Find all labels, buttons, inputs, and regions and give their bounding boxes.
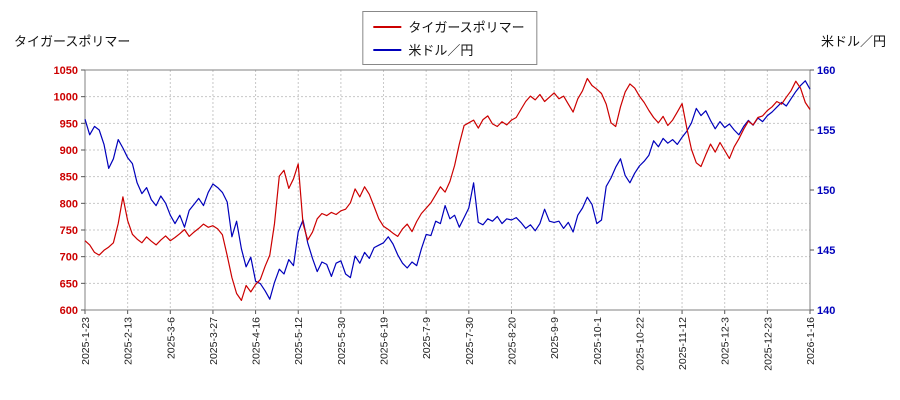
x-tick-label: 2025-7-30 — [464, 317, 476, 365]
left-axis-title: タイガースポリマー — [14, 34, 131, 49]
legend-item-fx: 米ドル／円 — [373, 40, 524, 59]
legend-label-price: タイガースポリマー — [408, 20, 525, 35]
right-axis-tick-label: 160 — [817, 65, 835, 77]
x-tick-label: 2025-1-23 — [80, 317, 92, 365]
x-tick-label: 2025-9-9 — [549, 317, 561, 359]
x-tick-label: 2025-3-27 — [208, 317, 220, 365]
legend-item-price: タイガースポリマー — [373, 17, 525, 36]
left-axis-tick-label: 950 — [60, 118, 78, 130]
right-axis-tick-label: 145 — [817, 245, 835, 257]
left-axis-tick-label: 900 — [60, 145, 78, 157]
left-axis-tick-label: 1000 — [54, 92, 78, 104]
chart-legend: タイガースポリマー 米ドル／円 — [362, 11, 538, 65]
x-tick-label: 2025-12-23 — [762, 317, 774, 371]
right-axis-tick-label: 140 — [817, 305, 835, 317]
plot-border — [84, 69, 811, 311]
left-axis-tick-label: 700 — [60, 252, 78, 264]
series-lines — [84, 77, 811, 301]
left-axis-tick-label: 650 — [60, 278, 78, 290]
series-line-fx — [84, 80, 811, 300]
x-tick-label: 2025-8-20 — [506, 317, 518, 365]
x-tick-label: 2025-6-19 — [379, 317, 391, 365]
right-axis-tick-label: 155 — [817, 125, 835, 137]
left-axis-tick-label: 800 — [60, 198, 78, 210]
x-tick-label: 2025-2-13 — [123, 317, 135, 365]
x-tick-label: 2025-5-30 — [336, 317, 348, 365]
red-line-sample-icon — [373, 25, 402, 28]
left-axis-tick-label: 850 — [60, 172, 78, 184]
x-tick-label: 2025-11-12 — [677, 317, 689, 370]
x-tick-label: 2025-7-9 — [421, 317, 433, 359]
left-axis-tick-label: 1050 — [54, 65, 78, 77]
right-axis-title: 米ドル／円 — [820, 34, 886, 49]
blue-line-sample-icon — [373, 48, 402, 51]
x-tick-label: 2025-10-1 — [592, 317, 604, 365]
axis-labels: 2025-1-23 2025-2-13 2025-3-6 2025-3-27 2025-… — [54, 65, 836, 371]
grid-lines — [84, 69, 811, 311]
x-tick-label: 2025-10-22 — [634, 317, 646, 371]
x-tick-label: 2025-5-12 — [293, 317, 305, 365]
series-line-price — [84, 77, 811, 301]
x-tick-label: 2026-1-16 — [805, 317, 817, 365]
legend-label-fx: 米ドル／円 — [408, 43, 474, 58]
x-tick-label: 2025-3-6 — [165, 317, 177, 359]
right-axis-tick-label: 150 — [817, 185, 835, 197]
x-tick-label: 2025-4-16 — [251, 317, 263, 365]
axes — [81, 69, 814, 314]
x-tick-label: 2025-12-3 — [720, 317, 732, 365]
left-axis-tick-label: 750 — [60, 225, 78, 237]
left-axis-tick-label: 600 — [60, 305, 78, 317]
